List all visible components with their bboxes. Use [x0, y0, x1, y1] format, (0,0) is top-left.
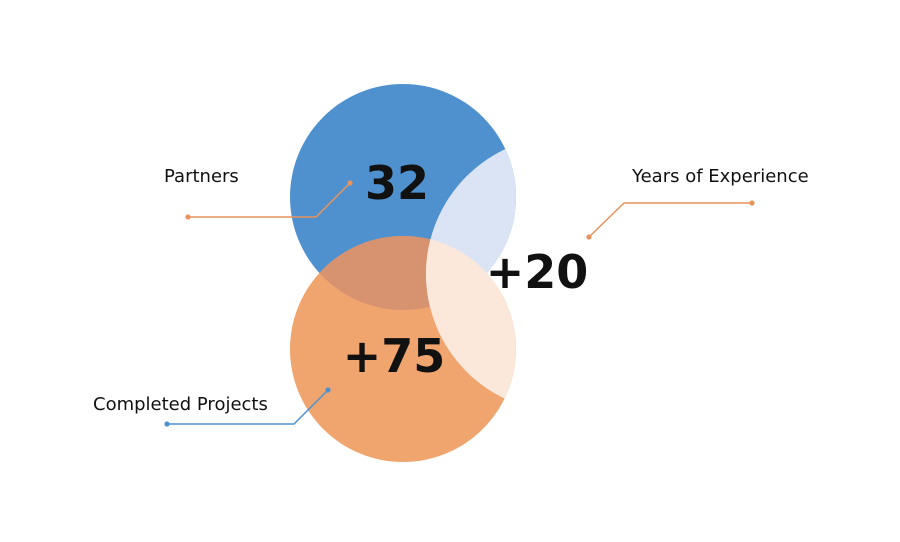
projects-leader-dot-start [164, 421, 170, 427]
projects-leader-dot-end [325, 387, 331, 393]
projects-leader-line [167, 389, 329, 425]
partners-value: 32 [365, 156, 429, 210]
experience-value: +20 [486, 245, 589, 299]
experience-leader-dot-end [586, 234, 592, 240]
partners-leader-line [188, 182, 351, 218]
experience-label: Years of Experience [631, 166, 809, 187]
experience-lens-lower [426, 236, 516, 412]
experience-lens-upper [426, 136, 516, 310]
partners-leader-dot-end [347, 180, 353, 186]
partners-leader-dot-start [185, 214, 191, 220]
experience-leader-dot-start [749, 200, 755, 206]
partners-label: Partners [164, 166, 239, 187]
experience-leader-line [588, 202, 752, 238]
projects-value: +75 [343, 329, 446, 383]
projects-label: Completed Projects [93, 394, 268, 415]
